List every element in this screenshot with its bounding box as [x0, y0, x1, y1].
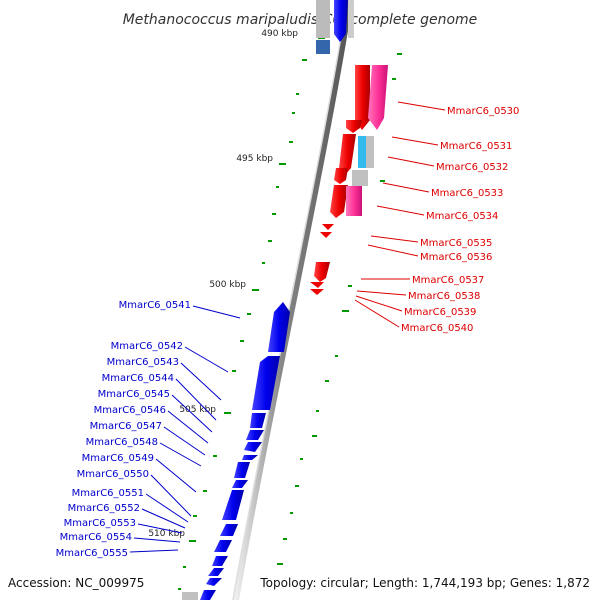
gene-label-MmarC6_0554: MmarC6_0554 — [60, 532, 132, 543]
tick-label-495: 495 kbp — [236, 154, 273, 164]
map-title: Methanococcus maripaludis C6, complete g… — [123, 12, 478, 28]
gene-label-MmarC6_0546: MmarC6_0546 — [94, 405, 166, 416]
gene-label-MmarC6_0530: MmarC6_0530 — [447, 106, 519, 117]
gc-content-track — [178, 37, 402, 590]
right-gene-labels: MmarC6_0530 MmarC6_0531 MmarC6_0532 Mmar… — [354, 101, 519, 334]
gene-label-MmarC6_0538: MmarC6_0538 — [408, 291, 480, 302]
accession-text: Accession: NC_009975 — [8, 576, 144, 590]
gene-label-MmarC6_0531: MmarC6_0531 — [440, 141, 512, 152]
tick-label-500: 500 kbp — [209, 280, 246, 290]
gene-label-MmarC6_0548: MmarC6_0548 — [86, 437, 158, 448]
forward-genes — [310, 65, 388, 295]
gene-label-MmarC6_0547: MmarC6_0547 — [90, 421, 162, 432]
tick-label-510: 510 kbp — [148, 529, 185, 539]
genome-backbone — [233, 0, 353, 600]
gene-label-MmarC6_0534: MmarC6_0534 — [426, 211, 498, 222]
gene-label-MmarC6_0545: MmarC6_0545 — [98, 389, 170, 400]
gene-label-MmarC6_0536: MmarC6_0536 — [420, 252, 492, 263]
gene-label-MmarC6_0533: MmarC6_0533 — [431, 188, 503, 199]
kbp-ticks: 490 kbp 495 kbp 500 kbp 505 kbp 510 kbp — [148, 29, 298, 539]
genome-backbone-highlight — [232, 0, 348, 600]
gene-label-MmarC6_0543: MmarC6_0543 — [107, 357, 179, 368]
gene-label-MmarC6_0541: MmarC6_0541 — [119, 300, 191, 311]
reverse-genes — [182, 302, 290, 600]
gene-label-MmarC6_0539: MmarC6_0539 — [404, 307, 476, 318]
gene-label-MmarC6_0551: MmarC6_0551 — [72, 488, 144, 499]
gene-label-MmarC6_0555: MmarC6_0555 — [56, 548, 128, 559]
gene-label-MmarC6_0537: MmarC6_0537 — [412, 275, 484, 286]
gene-label-MmarC6_0550: MmarC6_0550 — [77, 469, 149, 480]
gene-label-MmarC6_0532: MmarC6_0532 — [436, 162, 508, 173]
left-gene-labels: MmarC6_0541 MmarC6_0542 MmarC6_0543 Mmar… — [56, 300, 241, 559]
gene-label-MmarC6_0535: MmarC6_0535 — [420, 238, 492, 249]
tick-label-490: 490 kbp — [261, 29, 298, 39]
gene-label-MmarC6_0553: MmarC6_0553 — [64, 518, 136, 529]
gene-label-MmarC6_0540: MmarC6_0540 — [401, 323, 473, 334]
gene-label-MmarC6_0552: MmarC6_0552 — [68, 503, 140, 514]
gene-label-MmarC6_0542: MmarC6_0542 — [111, 341, 183, 352]
topology-text: Topology: circular; Length: 1,744,193 bp… — [259, 576, 590, 590]
top-gene-cluster — [316, 0, 354, 54]
gene-label-MmarC6_0549: MmarC6_0549 — [82, 453, 154, 464]
tick-label-505: 505 kbp — [179, 405, 216, 415]
gene-label-MmarC6_0544: MmarC6_0544 — [102, 373, 174, 384]
